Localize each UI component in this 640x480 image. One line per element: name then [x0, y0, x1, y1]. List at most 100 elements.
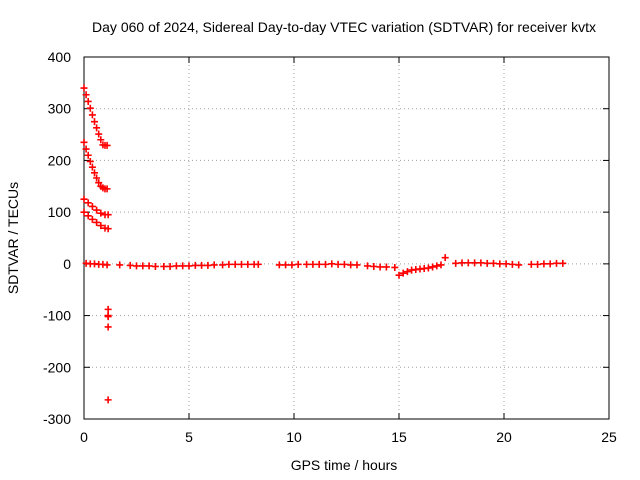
data-point — [395, 271, 403, 279]
data-point — [104, 211, 112, 219]
plot-frame — [83, 56, 610, 420]
data-point — [464, 259, 472, 267]
data-point — [559, 259, 567, 267]
data-point — [303, 260, 311, 268]
data-point — [376, 263, 384, 271]
data-point — [80, 138, 88, 146]
data-point — [433, 262, 441, 270]
y-tick-label: 400 — [48, 49, 72, 65]
data-point — [515, 261, 523, 269]
data-point — [238, 260, 245, 268]
data-point — [244, 260, 252, 268]
y-tick-label: 300 — [48, 101, 72, 117]
data-point — [424, 264, 432, 272]
data-point — [210, 261, 218, 269]
grid — [84, 57, 609, 419]
data-point — [294, 260, 302, 268]
data-points — [80, 84, 567, 404]
data-point — [93, 174, 101, 182]
data-point — [93, 206, 101, 214]
data-point — [93, 124, 101, 132]
data-point — [322, 260, 329, 268]
x-tick-label: 0 — [80, 429, 88, 445]
data-point — [88, 202, 96, 210]
data-point — [82, 91, 90, 99]
data-point — [80, 208, 88, 216]
data-point — [334, 260, 342, 268]
data-point — [88, 111, 96, 119]
data-point — [95, 130, 103, 138]
data-point — [458, 259, 466, 267]
data-point — [80, 195, 88, 203]
data-point — [151, 262, 159, 270]
data-point — [84, 212, 92, 220]
data-point — [490, 259, 497, 267]
y-tick-label: 0 — [63, 256, 71, 272]
y-tick-label: 100 — [48, 204, 72, 220]
data-point — [88, 163, 96, 171]
data-point — [391, 263, 399, 271]
data-point — [97, 209, 105, 217]
data-point — [126, 261, 134, 269]
data-point — [315, 260, 323, 268]
data-point — [86, 104, 94, 112]
data-point — [429, 263, 437, 271]
chart-title: Day 060 of 2024, Sidereal Day-to-day VTE… — [92, 19, 596, 35]
data-point — [84, 151, 92, 159]
y-axis-label: SDTVAR / TECUs — [5, 182, 21, 294]
data-point — [288, 261, 296, 269]
data-point — [166, 262, 174, 270]
data-point — [86, 157, 94, 165]
data-point — [116, 261, 124, 269]
y-tick-label: -300 — [43, 411, 71, 427]
data-point — [91, 169, 98, 177]
data-point — [231, 260, 239, 268]
data-point — [399, 269, 407, 277]
data-point — [185, 262, 193, 270]
y-tick-label: -200 — [43, 359, 71, 375]
data-point — [275, 261, 283, 269]
data-point — [546, 260, 554, 268]
data-point — [540, 260, 548, 268]
data-point — [340, 260, 348, 268]
data-point — [370, 262, 378, 270]
data-point — [477, 259, 485, 267]
data-point — [364, 262, 371, 270]
data-point — [104, 313, 112, 321]
data-point — [84, 199, 92, 207]
x-tick-label: 15 — [391, 429, 407, 445]
data-point — [191, 261, 199, 269]
data-point — [225, 260, 233, 268]
data-point — [553, 259, 560, 267]
data-point — [483, 259, 491, 267]
data-point — [93, 218, 101, 226]
y-tick-label: -100 — [43, 308, 71, 324]
data-point — [104, 305, 112, 313]
data-point — [103, 185, 111, 193]
data-point — [139, 262, 147, 270]
data-point — [179, 262, 187, 270]
axis-ticks: 0 5 10 15 20 25 -300 -200 -100 0 100 200 300 400 — [43, 49, 617, 445]
data-point — [347, 261, 355, 269]
data-point — [382, 263, 390, 271]
data-point — [133, 262, 140, 270]
data-point — [204, 261, 212, 269]
data-point — [172, 262, 180, 270]
x-tick-label: 5 — [185, 429, 193, 445]
y-tick-label: 200 — [48, 152, 72, 168]
x-tick-label: 20 — [496, 429, 512, 445]
data-point — [104, 396, 112, 404]
data-point — [309, 260, 317, 268]
data-point — [219, 261, 227, 269]
x-tick-label: 10 — [286, 429, 302, 445]
data-point — [104, 323, 112, 331]
data-point — [437, 261, 445, 269]
x-tick-label: 25 — [601, 429, 617, 445]
data-point — [103, 141, 111, 149]
data-point — [441, 254, 449, 262]
data-point — [97, 136, 105, 144]
data-point — [160, 262, 168, 270]
data-point — [145, 262, 153, 270]
data-point — [452, 259, 460, 267]
